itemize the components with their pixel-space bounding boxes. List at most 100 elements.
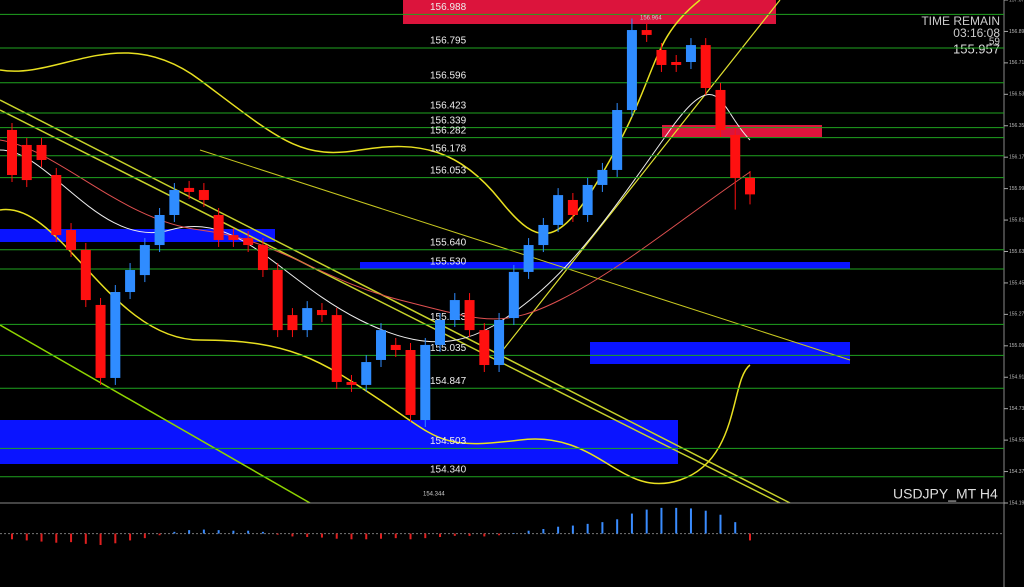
level-label: 154.340 <box>430 464 467 475</box>
candle-body <box>184 187 195 192</box>
level-label: 156.423 <box>430 101 467 112</box>
y-tick-label: 155.270 <box>1009 312 1024 318</box>
candle-body <box>671 62 682 65</box>
candle-body <box>243 238 254 246</box>
y-tick-label: 154.550 <box>1009 437 1024 443</box>
candle-body <box>376 330 386 360</box>
candle-body <box>213 214 224 240</box>
band-line <box>0 0 701 235</box>
candle-body <box>390 344 401 351</box>
candle-body <box>51 175 62 236</box>
trend-line <box>0 324 311 504</box>
candle-body <box>66 230 77 250</box>
level-label: 155.530 <box>430 257 467 268</box>
candle-body <box>567 199 578 215</box>
candle-body <box>479 330 490 366</box>
level-label: 156.596 <box>430 70 467 81</box>
candle-body <box>139 245 150 276</box>
candle-body <box>612 110 623 170</box>
current-price: 155.957 <box>953 41 1000 56</box>
level-label: 156.339 <box>430 115 467 126</box>
candle-body <box>420 344 431 421</box>
candle-body <box>715 89 726 130</box>
y-tick-label: 154.910 <box>1009 375 1024 381</box>
level-label: 156.178 <box>430 143 467 154</box>
candle-body <box>523 245 534 272</box>
y-tick-label: 157.070 <box>1009 0 1024 3</box>
trend-line <box>0 99 791 504</box>
candle-body <box>435 319 446 345</box>
candle-body <box>361 362 372 385</box>
candle-body <box>169 190 180 215</box>
candle-body <box>656 49 667 65</box>
candle-body <box>745 177 755 195</box>
candle-body <box>95 304 106 378</box>
y-tick-label: 156.890 <box>1009 29 1024 35</box>
y-tick-label: 155.450 <box>1009 280 1024 286</box>
candle-body <box>553 195 564 225</box>
level-label: 154.847 <box>430 376 467 387</box>
candle-body <box>685 45 696 63</box>
candle-body <box>641 30 652 35</box>
level-label: 156.282 <box>430 125 467 136</box>
level-label: 155.213 <box>430 312 467 323</box>
candle-body <box>21 144 32 181</box>
y-tick-label: 156.530 <box>1009 92 1024 98</box>
timer-value: 03:16:08 <box>953 26 1000 40</box>
candle-body <box>582 184 593 215</box>
candle-body <box>125 270 136 293</box>
symbol-label: USDJPY_MT H4 <box>893 486 998 502</box>
candle-body <box>110 292 121 378</box>
y-tick-label: 155.990 <box>1009 186 1024 192</box>
trend-line <box>494 0 781 361</box>
high-label: 156.964 <box>640 16 662 22</box>
timer-seconds: 59 <box>989 37 1001 48</box>
level-label: 155.640 <box>430 237 467 248</box>
candle-body <box>36 144 47 160</box>
y-tick-label: 154.730 <box>1009 406 1024 412</box>
timer-label: TIME REMAIN <box>921 14 1000 28</box>
candle-body <box>449 300 460 320</box>
demand-zone <box>0 420 678 464</box>
y-tick-label: 156.350 <box>1009 123 1024 129</box>
candle-body <box>730 135 741 178</box>
candle-body <box>464 300 475 331</box>
candle-body <box>626 30 637 111</box>
candle-body <box>346 381 357 385</box>
candle-body <box>538 224 549 246</box>
candle-body <box>7 129 17 176</box>
demand-zone <box>590 342 850 364</box>
level-label: 156.988 <box>430 2 467 13</box>
ma-line <box>0 139 751 320</box>
candle-body <box>302 308 313 331</box>
candle-body <box>316 310 327 316</box>
low-label: 154.344 <box>423 492 445 498</box>
trend-line <box>0 109 781 504</box>
candle-body <box>154 214 165 246</box>
y-tick-label: 155.090 <box>1009 343 1024 349</box>
candle-body <box>597 169 608 185</box>
candle-body <box>405 350 416 415</box>
y-tick-label: 154.190 <box>1009 500 1024 506</box>
candle-body <box>494 319 505 366</box>
candle-body <box>287 315 298 331</box>
supply-zone <box>403 0 776 24</box>
candle-body <box>508 271 519 319</box>
candle-body <box>198 190 209 200</box>
band-line <box>0 208 751 485</box>
level-label: 154.503 <box>430 436 467 447</box>
candle-body <box>331 315 342 382</box>
y-tick-label: 154.370 <box>1009 469 1024 475</box>
candle-body <box>257 245 268 271</box>
demand-zone <box>360 262 850 269</box>
candle-body <box>228 235 239 240</box>
candle-body <box>700 45 711 89</box>
level-label: 156.053 <box>430 165 467 176</box>
candle-body <box>80 249 91 301</box>
candle-body <box>272 270 283 331</box>
level-label: 155.035 <box>430 343 467 354</box>
level-label: 156.795 <box>430 36 467 47</box>
y-tick-label: 156.170 <box>1009 155 1024 161</box>
y-tick-label: 155.810 <box>1009 217 1024 223</box>
